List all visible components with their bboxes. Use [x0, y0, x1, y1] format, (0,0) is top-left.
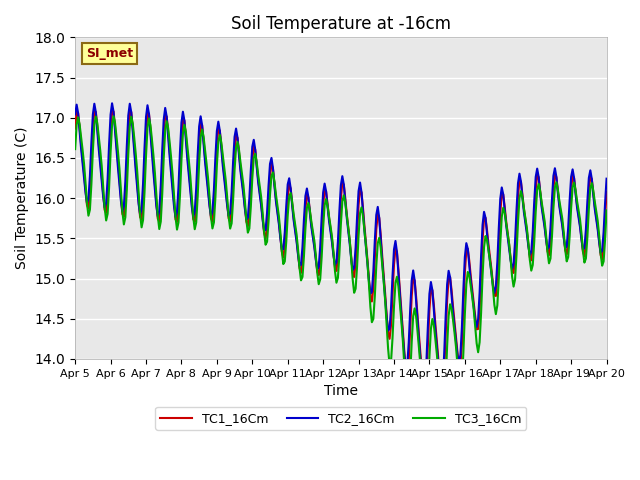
TC2_16Cm	[393, 249, 401, 255]
Text: SI_met: SI_met	[86, 47, 133, 60]
Legend: TC1_16Cm, TC2_16Cm, TC3_16Cm: TC1_16Cm, TC2_16Cm, TC3_16Cm	[156, 407, 526, 430]
TC1_16Cm	[393, 249, 401, 255]
TC2_16Cm	[420, 387, 428, 393]
TC2_16Cm	[541, 224, 548, 230]
X-axis label: Time: Time	[324, 384, 358, 398]
TC2_16Cm	[86, 173, 93, 179]
TC3_16Cm	[405, 397, 413, 403]
TC1_16Cm	[376, 215, 383, 221]
Title: Soil Temperature at -16cm: Soil Temperature at -16cm	[231, 15, 451, 33]
TC3_16Cm	[376, 235, 383, 240]
TC1_16Cm	[86, 190, 93, 195]
TC2_16Cm	[376, 215, 383, 221]
TC3_16Cm	[603, 207, 611, 213]
TC1_16Cm	[541, 222, 548, 228]
TC3_16Cm	[71, 146, 79, 152]
Line: TC1_16Cm: TC1_16Cm	[75, 111, 607, 396]
TC3_16Cm	[172, 214, 179, 220]
TC2_16Cm	[71, 111, 79, 117]
TC3_16Cm	[541, 218, 548, 224]
TC1_16Cm	[421, 393, 429, 398]
TC2_16Cm	[405, 339, 413, 345]
Y-axis label: Soil Temperature (C): Soil Temperature (C)	[15, 127, 29, 269]
TC1_16Cm	[71, 126, 79, 132]
TC2_16Cm	[172, 214, 179, 220]
Line: TC2_16Cm: TC2_16Cm	[75, 103, 607, 390]
TC3_16Cm	[393, 274, 401, 280]
Line: TC3_16Cm: TC3_16Cm	[75, 116, 607, 428]
TC1_16Cm	[405, 357, 413, 362]
TC3_16Cm	[421, 425, 429, 431]
TC2_16Cm	[108, 100, 116, 106]
TC1_16Cm	[172, 216, 179, 222]
TC2_16Cm	[603, 176, 611, 181]
TC1_16Cm	[603, 189, 611, 194]
TC3_16Cm	[86, 207, 93, 213]
TC1_16Cm	[108, 108, 116, 114]
TC3_16Cm	[109, 113, 117, 119]
